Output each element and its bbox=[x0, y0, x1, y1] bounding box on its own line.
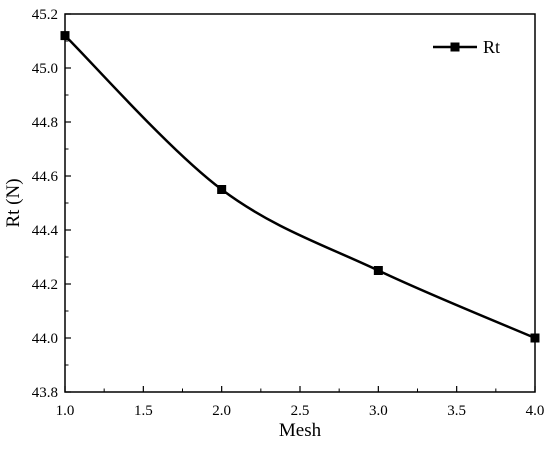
y-axis-ticks: 43.8 44.0 44.2 44.4 44.6 44.8 45.0 45.2 bbox=[32, 7, 71, 401]
x-axis-ticks: 1.0 1.5 2.0 2.5 3.0 3.5 4.0 bbox=[56, 386, 545, 419]
x-tick-label: 2.0 bbox=[212, 403, 231, 419]
plot-frame bbox=[64, 13, 536, 393]
x-tick-label: 1.5 bbox=[134, 403, 153, 419]
series-layer bbox=[60, 31, 540, 343]
y-tick-label: 44.4 bbox=[32, 223, 59, 239]
x-tick-label: 1.0 bbox=[56, 403, 75, 419]
series-line-rt bbox=[64, 34, 536, 340]
x-tick-label: 4.0 bbox=[526, 403, 545, 419]
y-tick-label: 44.8 bbox=[32, 115, 58, 131]
y-tick-label: 45.2 bbox=[32, 7, 58, 23]
legend-label: Rt bbox=[483, 37, 500, 57]
legend: Rt bbox=[433, 37, 500, 57]
y-tick-label: 44.6 bbox=[32, 169, 59, 185]
y-tick-label: 44.2 bbox=[32, 277, 58, 293]
data-point-marker bbox=[373, 266, 383, 275]
x-tick-label: 3.5 bbox=[447, 403, 466, 419]
y-tick-label: 44.0 bbox=[32, 331, 58, 347]
data-point-marker bbox=[217, 185, 227, 194]
y-axis-label: Rt (N) bbox=[3, 178, 24, 227]
y-tick-label: 43.8 bbox=[32, 385, 58, 401]
x-axis-label: Mesh bbox=[279, 420, 322, 441]
x-tick-label: 2.5 bbox=[291, 403, 310, 419]
y-tick-label: 45.0 bbox=[32, 61, 58, 77]
x-tick-label: 3.0 bbox=[369, 403, 388, 419]
legend-marker bbox=[450, 42, 460, 52]
